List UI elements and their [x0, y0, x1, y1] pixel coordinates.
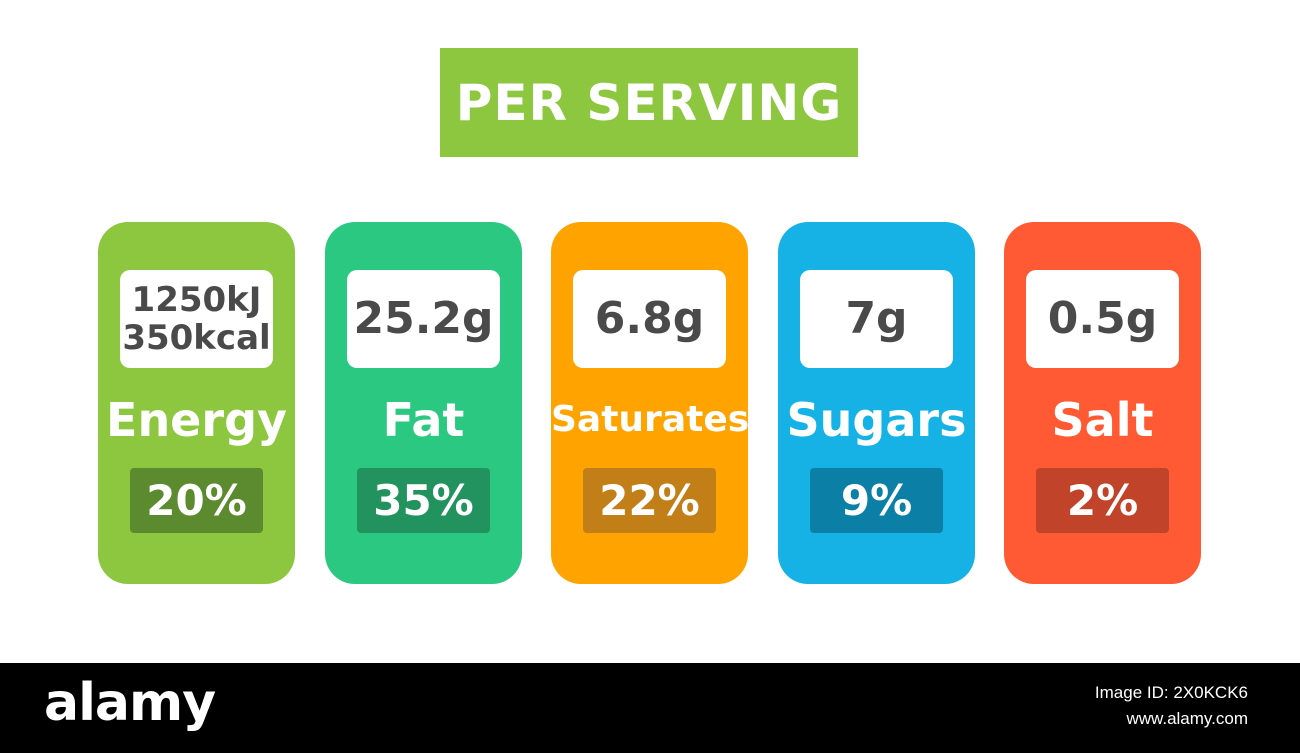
- card-salt: 0.5g Salt 2%: [1004, 222, 1201, 584]
- fat-percent: 35%: [357, 468, 490, 533]
- banner-title: PER SERVING: [455, 73, 843, 132]
- card-sugars: 7g Sugars 9%: [778, 222, 975, 584]
- per-serving-banner: PER SERVING: [440, 48, 858, 157]
- image-id: Image ID: 2X0KCK6: [1094, 683, 1248, 702]
- salt-percent: 2%: [1036, 468, 1169, 533]
- saturates-value: 6.8g: [594, 292, 705, 344]
- card-energy: 1250kJ 350kcal Energy 20%: [98, 222, 295, 584]
- stock-footer: alamy Image ID: 2X0KCK6 www.alamy.com: [0, 663, 1300, 753]
- energy-kj: 1250kJ: [131, 279, 262, 320]
- sugars-label: Sugars: [786, 393, 967, 447]
- energy-value-box: 1250kJ 350kcal: [120, 270, 273, 368]
- salt-value: 0.5g: [1047, 292, 1158, 344]
- saturates-value-box: 6.8g: [573, 270, 726, 368]
- card-fat: 25.2g Fat 35%: [325, 222, 522, 584]
- fat-label: Fat: [382, 393, 465, 447]
- sugars-value: 7g: [845, 292, 908, 344]
- sugars-value-box: 7g: [800, 270, 953, 368]
- salt-label: Salt: [1051, 393, 1154, 447]
- fat-value-box: 25.2g: [347, 270, 500, 368]
- saturates-label: Saturates: [551, 399, 750, 440]
- energy-label: Energy: [106, 393, 287, 447]
- sugars-percent: 9%: [810, 468, 943, 533]
- salt-value-box: 0.5g: [1026, 270, 1179, 368]
- site-url: www.alamy.com: [1126, 709, 1248, 728]
- saturates-percent: 22%: [583, 468, 716, 533]
- energy-percent: 20%: [130, 468, 263, 533]
- alamy-logo: alamy: [44, 673, 216, 733]
- fat-value: 25.2g: [353, 292, 494, 344]
- card-saturates: 6.8g Saturates 22%: [551, 222, 750, 584]
- energy-kcal: 350kcal: [122, 318, 271, 358]
